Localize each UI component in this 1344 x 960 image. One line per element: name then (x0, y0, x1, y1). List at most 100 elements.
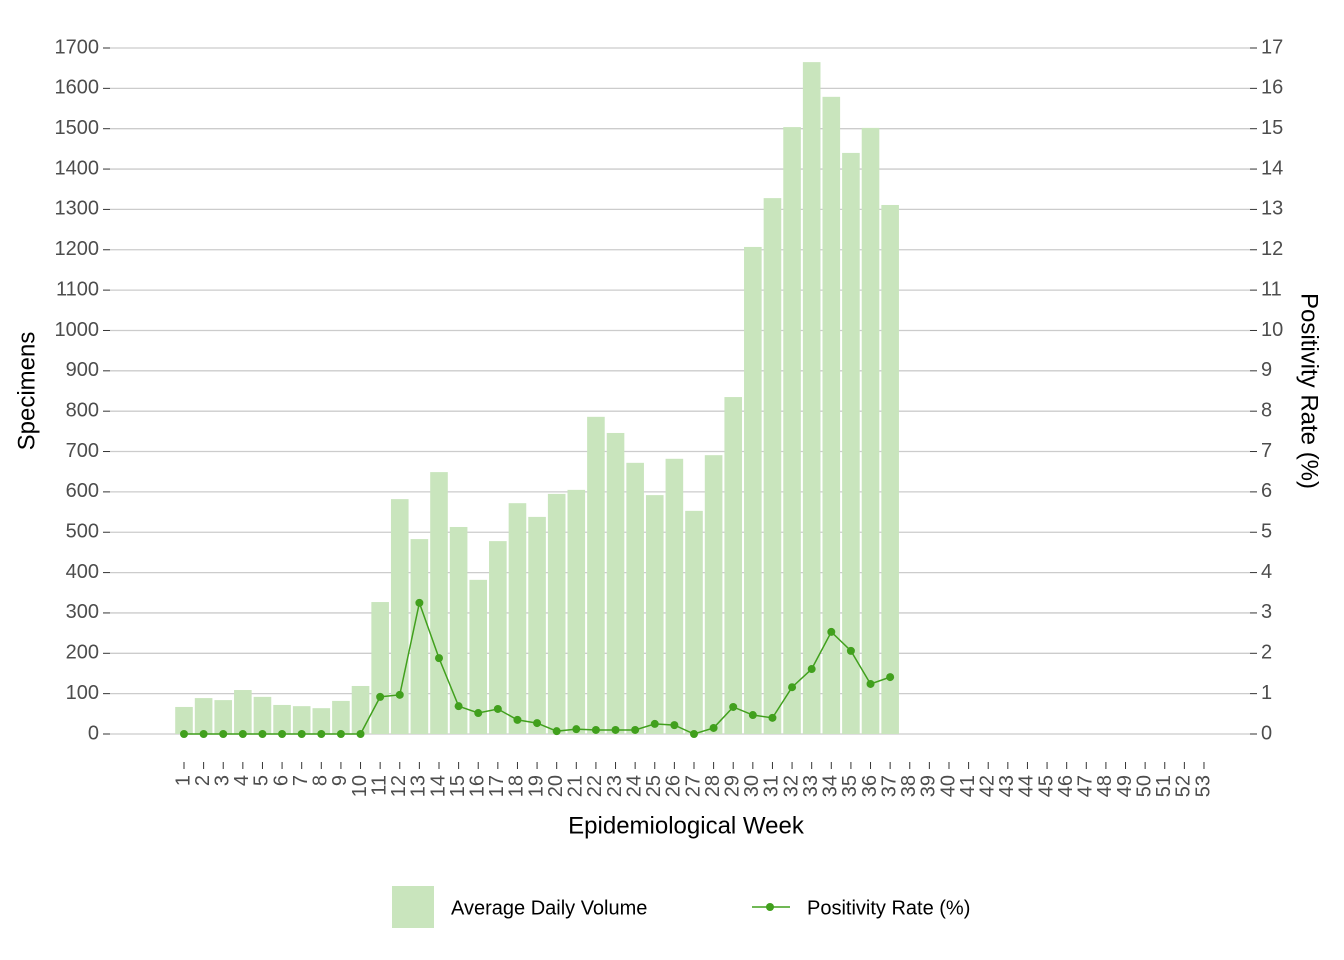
y-tick-label: 300 (66, 601, 99, 623)
point (631, 725, 640, 734)
y-tick-label: 400 (66, 561, 99, 583)
x-tick-label: 20 (545, 775, 567, 797)
x-tick-label: 12 (388, 775, 410, 797)
x-tick-label: 23 (604, 775, 626, 797)
bar (567, 489, 586, 734)
bar (253, 696, 272, 734)
x-tick-label: 17 (486, 775, 508, 797)
bar (763, 198, 782, 735)
x-tick-label: 27 (682, 775, 704, 797)
point (572, 725, 581, 734)
point (827, 627, 836, 636)
x-tick-label: 32 (780, 775, 802, 797)
bar (234, 690, 252, 734)
bar (744, 246, 762, 734)
x-tick-label: 8 (310, 775, 332, 786)
x-tick-label: 47 (1075, 775, 1097, 797)
bar (645, 495, 664, 734)
x-tick-label: 7 (290, 775, 312, 786)
y-tick-label: 1100 (56, 278, 99, 300)
bar (410, 539, 429, 734)
point (709, 723, 718, 732)
bar (273, 704, 291, 734)
y2-tick-label: 13 (1261, 198, 1283, 220)
point (434, 654, 443, 663)
bar (861, 127, 880, 735)
bar (332, 700, 350, 734)
y2-tick-label: 9 (1261, 359, 1272, 381)
x-tick-label: 53 (1192, 775, 1214, 797)
point (689, 730, 698, 738)
point (866, 679, 875, 688)
y-tick-label: 800 (66, 399, 99, 421)
legend-label: Average Daily Volume (451, 897, 647, 919)
y2-tick-label: 12 (1261, 238, 1283, 260)
point (670, 721, 679, 730)
bar (214, 700, 233, 734)
point (415, 598, 424, 607)
y2-tick-label: 7 (1261, 440, 1272, 462)
point (513, 715, 522, 724)
x-tick-label: 39 (918, 775, 940, 797)
x-tick-label: 41 (957, 775, 979, 797)
y2-tick-label: 4 (1261, 561, 1272, 583)
point (180, 730, 188, 738)
x-tick-label: 18 (506, 775, 528, 797)
x-tick-label: 10 (349, 775, 371, 797)
point (356, 730, 365, 738)
point (846, 646, 855, 655)
point (199, 730, 208, 738)
x-tick-label: 25 (643, 775, 665, 797)
x-tick-label: 30 (741, 775, 763, 797)
x-tick-label: 3 (212, 775, 234, 786)
bar (685, 510, 703, 734)
y-tick-label: 1200 (55, 238, 100, 260)
x-tick-label: 42 (976, 775, 998, 797)
x-tick-label: 15 (447, 775, 469, 797)
bar (802, 62, 821, 734)
x-tick-label: 11 (368, 775, 390, 796)
point (611, 725, 620, 734)
legend-label: Positivity Rate (%) (807, 897, 970, 919)
bar (489, 541, 507, 734)
y2-tick-label: 1 (1261, 682, 1272, 704)
bar (783, 127, 801, 734)
x-tick-label: 5 (251, 775, 273, 786)
x-tick-label: 33 (800, 775, 822, 797)
point (474, 709, 483, 718)
x-tick-label: 36 (859, 775, 881, 797)
point (788, 683, 797, 692)
y2-tick-label: 17 (1261, 36, 1283, 58)
point (336, 730, 345, 738)
y2-tick-label: 15 (1261, 117, 1283, 139)
x-tick-label: 4 (231, 775, 253, 786)
point (591, 725, 600, 734)
x-tick-label: 38 (898, 775, 920, 797)
x-tick-label: 37 (878, 775, 900, 797)
point (395, 690, 404, 699)
y-tick-label: 200 (66, 642, 99, 664)
x-tick-label: 45 (1035, 775, 1057, 797)
y2-tick-label: 14 (1261, 157, 1283, 179)
x-tick-label: 28 (702, 775, 724, 797)
x-tick-label: 40 (937, 775, 959, 797)
y-tick-label: 1500 (55, 117, 100, 139)
bar (469, 579, 488, 734)
point (297, 730, 306, 738)
x-tick-label: 26 (663, 775, 685, 797)
bar (606, 432, 625, 734)
y2-tick-label: 10 (1261, 319, 1283, 341)
bar (881, 204, 899, 734)
x-tick-label: 6 (270, 775, 292, 786)
point (768, 713, 777, 722)
x-axis-title: Epidemiological Week (568, 812, 805, 839)
bar (351, 685, 370, 734)
legend-swatch-dot (766, 903, 774, 911)
point (317, 730, 326, 738)
y2-tick-label: 3 (1261, 601, 1272, 623)
point (886, 673, 895, 682)
y-tick-label: 500 (66, 521, 99, 543)
x-tick-label: 21 (565, 775, 587, 797)
bar (626, 462, 644, 734)
x-tick-label: 13 (408, 775, 430, 797)
